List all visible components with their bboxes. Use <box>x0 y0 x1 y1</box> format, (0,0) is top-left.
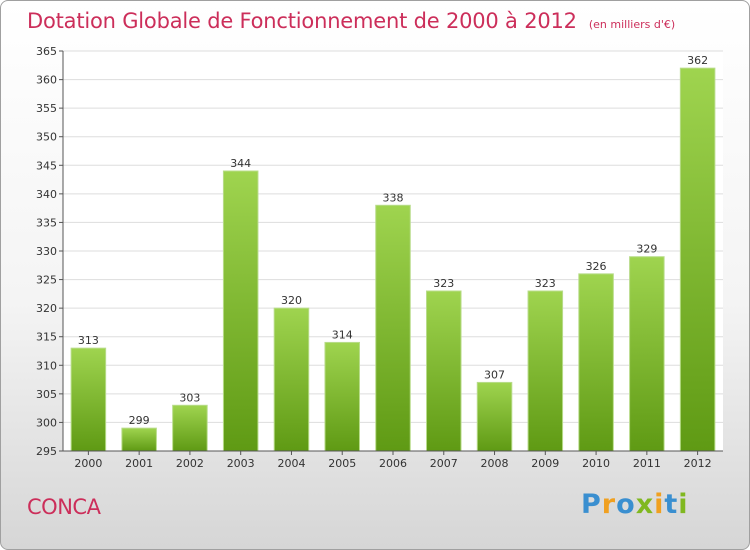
x-tick-label: 2006 <box>379 457 407 470</box>
logo-letter: o <box>616 489 636 520</box>
y-tick-label: 345 <box>36 159 57 172</box>
x-tick-label: 2000 <box>74 457 102 470</box>
y-tick-label: 335 <box>36 216 57 229</box>
y-tick-label: 350 <box>36 131 57 144</box>
data-label: 320 <box>281 294 302 307</box>
bar <box>629 256 665 452</box>
y-tick-label: 365 <box>36 45 57 58</box>
data-label: 303 <box>179 391 200 404</box>
y-tick-label: 305 <box>36 388 57 401</box>
bar <box>375 204 411 452</box>
logo-letter: P <box>581 489 602 520</box>
bar <box>578 273 614 452</box>
x-tick-label: 2011 <box>633 457 661 470</box>
x-axis: 2000 2001 2002 2003 2004 2005 2006 2007 2008 2009… <box>63 450 723 470</box>
y-tick-label: 320 <box>36 302 57 315</box>
x-tick-label: 2012 <box>684 457 712 470</box>
x-tick-label: 2004 <box>277 457 305 470</box>
bar <box>273 307 310 452</box>
x-tick-label: 2008 <box>481 457 509 470</box>
data-label: 307 <box>484 368 505 381</box>
logo-letter: x <box>635 489 655 520</box>
x-tick-label: 2003 <box>227 457 255 470</box>
data-label: 362 <box>687 54 708 67</box>
logo-letter: i <box>654 489 665 520</box>
x-tick-label: 2007 <box>430 457 458 470</box>
x-tick-label: 2009 <box>531 457 559 470</box>
bar <box>222 170 259 452</box>
y-tick-label: 355 <box>36 102 57 115</box>
data-label: 344 <box>230 157 251 170</box>
y-tick-label: 300 <box>36 416 57 429</box>
y-tick-label: 295 <box>36 445 57 458</box>
data-label: 329 <box>636 243 657 256</box>
y-tick-label: 360 <box>36 74 57 87</box>
data-label: 313 <box>78 334 99 347</box>
bar <box>70 347 107 452</box>
data-label: 323 <box>535 277 556 290</box>
y-tick-label: 315 <box>36 331 57 344</box>
bar <box>679 67 716 452</box>
chart-subtitle: (en milliers d'€) <box>588 18 676 31</box>
data-label: 326 <box>586 260 607 273</box>
commune-name: CONCA <box>27 495 101 519</box>
x-tick-label: 2010 <box>582 457 610 470</box>
data-label: 338 <box>383 191 404 204</box>
data-label: 323 <box>433 277 454 290</box>
chart-title: Dotation Globale de Fonctionnement de 20… <box>27 9 577 33</box>
y-axis: 295 300 305 310 315 320 325 330 335 340 345 350 355 3… <box>36 45 64 458</box>
x-tick-label: 2001 <box>125 457 153 470</box>
bar <box>527 290 564 452</box>
y-tick-label: 340 <box>36 188 57 201</box>
data-label: 299 <box>129 414 150 427</box>
bar <box>121 427 157 452</box>
x-tick-label: 2002 <box>176 457 204 470</box>
logo-letter: t <box>664 489 679 520</box>
logo-letter: r <box>601 489 617 520</box>
bar <box>476 381 513 452</box>
proxiti-logo: Proxiti <box>581 489 689 520</box>
bar <box>426 290 462 452</box>
x-tick-label: 2005 <box>328 457 356 470</box>
data-label: 314 <box>332 328 353 341</box>
bar <box>324 341 360 452</box>
y-tick-label: 330 <box>36 245 57 258</box>
bars: 313 299 303 344 320 314 338 323 307 323 326 329 362 <box>70 54 716 452</box>
y-tick-label: 325 <box>36 274 57 287</box>
title-row: Dotation Globale de Fonctionnement de 20… <box>27 9 675 33</box>
y-tick-label: 310 <box>36 359 57 372</box>
logo-letter: i <box>678 489 689 520</box>
bar <box>172 404 208 452</box>
